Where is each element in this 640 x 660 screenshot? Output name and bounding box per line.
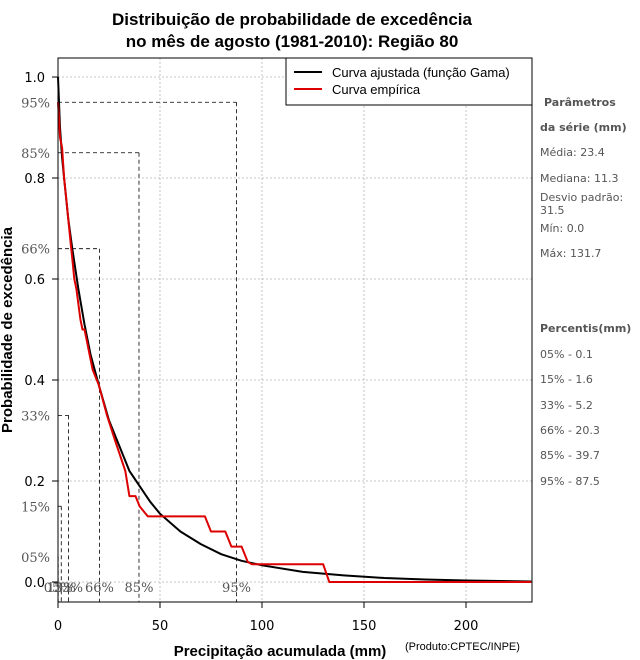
percentil-item: 33% - 5.2: [540, 399, 593, 412]
series-layer: [57, 76, 532, 583]
x-tick-label: 200: [454, 619, 479, 634]
x-percentile-label: 95%: [222, 581, 251, 596]
percentil-item: 05% - 0.1: [540, 348, 593, 361]
legend: Curva ajustada (função Gama) Curva empír…: [285, 57, 533, 106]
y-tick-label: 0.0: [24, 576, 45, 591]
y-tick-label: 0.6: [24, 273, 45, 288]
x-tick-label: 150: [352, 619, 377, 634]
x-percentile-label: 15%: [47, 581, 76, 596]
x-percentile-label: 05%: [44, 581, 73, 596]
x-tick-label: 0: [54, 619, 62, 634]
empirical-curve: [57, 102, 532, 583]
y-tick-label: 0.4: [24, 374, 45, 389]
x-tick-label: 50: [152, 619, 169, 634]
y-tick-label: 1.0: [24, 71, 45, 86]
percentil-item: 66% - 20.3: [540, 424, 600, 437]
axis-layer: 0.00.20.40.60.81.005%15%33%66%85%95%0 50 1…: [21, 71, 478, 634]
legend-label-fitted: Curva ajustada (função Gama): [332, 65, 510, 80]
x-percentile-label: 85%: [125, 581, 154, 596]
x-tick-label: 100: [250, 619, 275, 634]
stats-desvio: Desvio padrão: 31.5: [540, 191, 624, 217]
stats-min: Mín: 0.0: [540, 222, 585, 235]
y-percentile-label: 15%: [21, 500, 50, 515]
y-percentile-label: 33%: [21, 409, 50, 424]
x-axis-label: Precipitação acumulada (mm): [174, 643, 387, 660]
legend-label-empirical: Curva empírica: [332, 82, 421, 97]
stats-mediana: Mediana: 11.3: [540, 172, 619, 185]
y-percentile-label: 66%: [21, 243, 50, 258]
stats-title-line2: da série (mm): [540, 121, 627, 134]
y-tick-label: 0.2: [24, 475, 45, 490]
y-tick-label: 0.8: [24, 172, 45, 187]
percentis-title: Percentis(mm): [540, 322, 632, 335]
credit-text: (Produto:CPTEC/INPE): [405, 641, 520, 653]
stats-title-line1: Parâmetros: [544, 96, 616, 109]
y-percentile-label: 05%: [21, 551, 50, 566]
percentil-item: 95% - 87.5: [540, 475, 600, 488]
stats-media: Média: 23.4: [540, 146, 605, 159]
y-axis-label: Probabilidade de excedência: [0, 226, 16, 433]
percentil-item: 15% - 1.6: [540, 373, 593, 386]
x-percentile-label: 66%: [85, 581, 114, 596]
chart-title-line2: no mês de agosto (1981-2010): Região 80: [126, 32, 459, 51]
plot-border: [57, 57, 533, 603]
y-percentile-label: 95%: [21, 96, 50, 111]
chart-title-line1: Distribuição de probabilidade de excedên…: [112, 10, 472, 29]
y-percentile-label: 85%: [21, 147, 50, 162]
grid-layer: [57, 58, 532, 602]
legend-box: [285, 57, 533, 106]
x-percentile-label: 33%: [54, 581, 83, 596]
stats-max: Máx: 131.7: [540, 247, 602, 260]
percentil-item: 85% - 39.7: [540, 449, 600, 462]
